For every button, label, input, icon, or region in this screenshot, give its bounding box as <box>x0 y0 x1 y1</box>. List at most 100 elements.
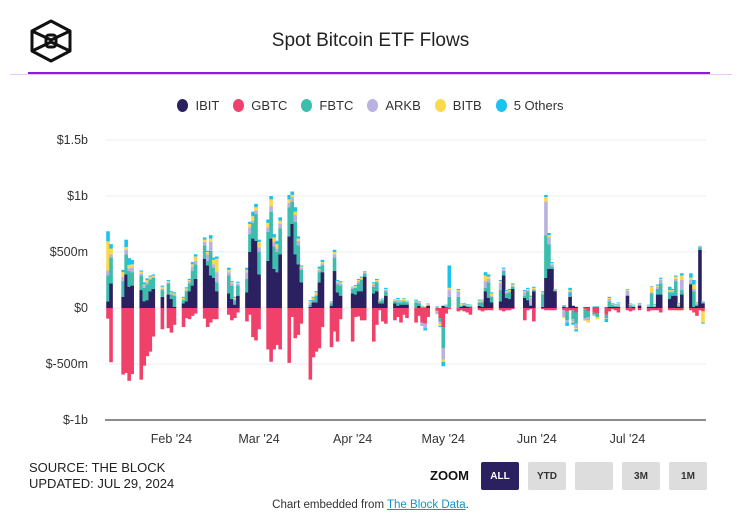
bar-segment-gbtc <box>202 308 207 319</box>
bar-segment-gbtc <box>541 308 545 310</box>
bar-segment-arkb <box>193 260 198 265</box>
bar-segment-5-others <box>698 245 702 247</box>
bar-segment-ibit <box>124 274 128 308</box>
bar-segment-fbtc <box>586 311 591 317</box>
bar-segment-bitb <box>631 305 636 306</box>
bar-segment-bitb <box>139 271 144 274</box>
bar-segment-gbtc <box>655 308 660 311</box>
bar-segment-ibit <box>151 288 156 308</box>
bar-segment-bitb <box>637 303 642 305</box>
bar-segment-5-others <box>230 281 234 283</box>
bar-segment-arkb <box>571 319 575 322</box>
bar-segment-gbtc <box>510 308 515 310</box>
bar-segment-5-others <box>649 286 654 287</box>
bar-segment-5-others <box>604 318 609 322</box>
bar-segment-ibit <box>381 303 385 308</box>
bar-segment-gbtc <box>444 308 449 314</box>
bar-segment-fbtc <box>565 311 569 321</box>
bar-segment-fbtc <box>695 304 699 306</box>
zoom-button-3m[interactable]: 3M <box>622 462 660 490</box>
bar-segment-gbtc <box>169 308 174 333</box>
bar-segment-fbtc <box>205 260 210 266</box>
bar-segment-ibit <box>311 302 316 308</box>
bar-segment-gbtc <box>121 308 125 375</box>
bar-segment-fbtc <box>109 257 113 284</box>
bar-segment-ibit <box>692 306 696 308</box>
bar-segment-ibit <box>607 306 612 308</box>
bar-segment-gbtc <box>275 308 279 345</box>
legend-item-bitb[interactable]: BITB <box>434 98 482 113</box>
bar-segment-5-others <box>477 299 482 301</box>
bar-segment-fbtc <box>532 290 536 292</box>
bar-segment-fbtc <box>592 312 597 315</box>
zoom-button-ytd[interactable]: YTD <box>528 462 566 490</box>
bar-segment-5-others <box>444 304 449 306</box>
bar-segment-ibit <box>610 306 615 308</box>
bar-segment-5-others <box>613 304 618 305</box>
x-tick-label: Mar '24 <box>238 432 279 446</box>
legend-item-ibit[interactable]: IBIT <box>177 98 219 113</box>
the-block-data-link[interactable]: The Block Data <box>387 499 466 511</box>
embed-suffix: . <box>465 499 469 511</box>
bar-segment-5-others <box>489 292 494 294</box>
bar-segment-ibit <box>462 305 467 308</box>
bar-segment-fbtc <box>426 305 430 306</box>
bar-segment-arkb <box>435 310 440 315</box>
bar-segment-gbtc <box>381 308 385 322</box>
bar-segment-ibit <box>362 276 367 308</box>
bar-segment-5-others <box>393 299 397 301</box>
bar-segment-arkb <box>311 299 316 301</box>
bar-segment-ibit <box>245 292 249 308</box>
bar-segment-arkb <box>190 266 195 272</box>
bar-segment-arkb <box>695 303 699 305</box>
y-tick-label: $0 <box>74 301 88 315</box>
bar-segment-gbtc <box>586 308 591 312</box>
bar-segment-5-others <box>420 305 424 307</box>
bar-segment-bitb <box>655 285 660 287</box>
bar-segment-arkb <box>399 301 403 303</box>
legend-item-gbtc[interactable]: GBTC <box>233 98 287 113</box>
bar-segment-5-others <box>695 301 699 303</box>
bar-segment-gbtc <box>320 308 325 328</box>
bar-segment-bitb <box>378 300 382 301</box>
bar-segment-ibit <box>667 299 672 308</box>
bar-segment-gbtc <box>565 308 569 312</box>
bar-segment-ibit <box>251 238 255 308</box>
bar-segment-arkb <box>166 282 171 284</box>
bar-segment-bitb <box>169 292 174 294</box>
bar-segment-arkb <box>272 241 276 247</box>
bar-segment-arkb <box>444 305 449 307</box>
bar-segment-bitb <box>130 264 134 268</box>
bar-segment-5-others <box>701 322 705 324</box>
bar-segment-fbtc <box>628 305 633 308</box>
bar-segment-gbtc <box>269 308 273 362</box>
bar-segment-fbtc <box>652 306 657 307</box>
bar-segment-fbtc <box>631 306 636 307</box>
bar-segment-gbtc <box>393 308 397 321</box>
bar-segment-bitb <box>510 284 515 286</box>
bar-segment-ibit <box>489 302 494 308</box>
bar-segment-arkb <box>441 348 446 360</box>
bar-segment-bitb <box>278 220 282 224</box>
bar-segment-ibit <box>290 224 295 308</box>
bar-segment-fbtc <box>293 221 298 255</box>
bar-segment-5-others <box>532 286 536 288</box>
legend-item-5-others[interactable]: 5 Others <box>495 98 564 113</box>
bar-segment-bitb <box>293 211 298 216</box>
zoom-button-blank[interactable] <box>575 462 613 490</box>
bar-segment-arkb <box>459 305 464 306</box>
legend-item-arkb[interactable]: ARKB <box>367 98 421 113</box>
bar-segment-bitb <box>275 244 279 249</box>
bar-segment-5-others <box>507 288 512 291</box>
zoom-button-all[interactable]: ALL <box>481 462 519 490</box>
bar-segment-fbtc <box>211 267 216 278</box>
zoom-button-1m[interactable]: 1M <box>669 462 707 490</box>
bar-segment-gbtc <box>378 308 382 311</box>
legend-item-fbtc[interactable]: FBTC <box>301 98 353 113</box>
bar-segment-bitb <box>329 301 334 303</box>
bar-segment-gbtc <box>414 308 418 323</box>
bar-segment-gbtc <box>405 308 409 319</box>
legend-dot-icon <box>367 99 379 112</box>
bar-segment-fbtc <box>359 280 364 292</box>
